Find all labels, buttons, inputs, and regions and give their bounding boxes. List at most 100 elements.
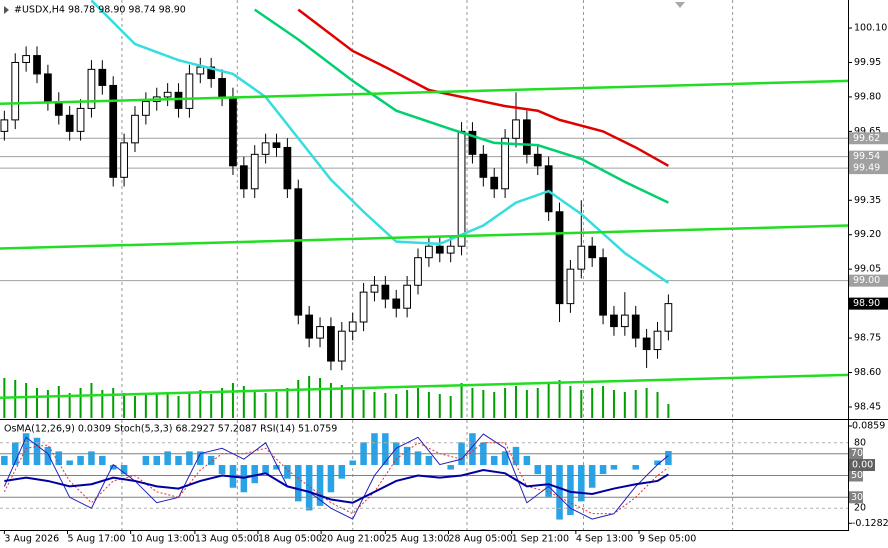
volume-bar bbox=[308, 376, 311, 418]
candle-body bbox=[54, 101, 63, 116]
volume-bar bbox=[329, 383, 332, 418]
x-tick-label: 10 Aug 13:00 bbox=[131, 534, 195, 545]
candle-body bbox=[414, 257, 422, 286]
volume-bar bbox=[340, 385, 343, 418]
volume-bar bbox=[25, 383, 28, 418]
y-tick-label: 98.45 bbox=[854, 401, 881, 412]
volume-bar bbox=[373, 392, 376, 418]
osma-bar bbox=[425, 455, 433, 466]
shift-marker bbox=[675, 2, 685, 8]
candle-body bbox=[392, 298, 401, 309]
osma-bar bbox=[316, 465, 324, 506]
volume-bar bbox=[558, 380, 561, 418]
volume-bar bbox=[667, 404, 670, 418]
candle-body bbox=[316, 326, 324, 339]
volume-bar bbox=[547, 384, 550, 418]
osma-bar bbox=[153, 455, 161, 466]
y-tick-label: 99.05 bbox=[854, 264, 881, 275]
x-tick-label: 20 Aug 21:00 bbox=[321, 534, 385, 545]
osma-bar bbox=[578, 465, 585, 502]
x-tick-label: 9 Sep 05:00 bbox=[639, 534, 696, 545]
osma-bar bbox=[175, 455, 182, 466]
y-tick-label: 100.10 bbox=[854, 23, 887, 34]
chart-title: #USDX,H4 98.78 98.90 98.74 98.90 bbox=[14, 5, 186, 16]
volume-bar bbox=[569, 386, 572, 418]
volume-bar bbox=[36, 388, 39, 418]
level-label: 99.62 bbox=[853, 133, 880, 144]
candle-body bbox=[435, 245, 444, 254]
candle-body bbox=[120, 142, 128, 178]
candle-body bbox=[283, 146, 292, 190]
osma-bar bbox=[349, 460, 356, 466]
volume-bar bbox=[275, 392, 278, 418]
volume-bar bbox=[166, 392, 169, 418]
candle-body bbox=[327, 326, 335, 362]
candle-body bbox=[479, 153, 488, 178]
candle-body bbox=[294, 188, 303, 316]
osma-bar bbox=[164, 451, 171, 466]
y-tick-label: 20 bbox=[854, 503, 866, 514]
volume-bar bbox=[90, 383, 93, 418]
candle-body bbox=[631, 314, 640, 339]
price-plot bbox=[0, 0, 848, 418]
volume-bar bbox=[449, 396, 452, 418]
axes bbox=[0, 0, 888, 531]
symbol-icon bbox=[4, 6, 9, 14]
volume-bar bbox=[438, 394, 441, 418]
volume-bar bbox=[123, 393, 126, 418]
candle-body bbox=[229, 96, 237, 167]
indicator-line bbox=[0, 79, 848, 106]
y-tick-label: 98.75 bbox=[854, 333, 881, 344]
candle-body bbox=[403, 284, 412, 309]
level-box bbox=[849, 132, 888, 145]
candle-body bbox=[446, 245, 455, 254]
candle-body bbox=[196, 66, 205, 75]
candle-body bbox=[65, 114, 74, 132]
volume-bar bbox=[101, 390, 104, 418]
osma-bar bbox=[665, 450, 672, 466]
volume-bar bbox=[623, 392, 626, 418]
candle-body bbox=[522, 119, 531, 155]
volume-bar bbox=[231, 383, 234, 418]
y-tick-label: 98.60 bbox=[854, 367, 881, 378]
candle-body bbox=[0, 119, 9, 132]
volume-bar bbox=[199, 390, 202, 418]
osma-bar bbox=[262, 465, 269, 475]
osma-bar bbox=[556, 465, 563, 520]
osma-bar bbox=[632, 465, 639, 470]
candle-body bbox=[381, 284, 390, 300]
osma-bar bbox=[109, 465, 117, 470]
osma-bar bbox=[77, 455, 84, 466]
volume-bar bbox=[427, 392, 430, 418]
volume-bar bbox=[46, 390, 49, 418]
volume-bar bbox=[656, 392, 659, 418]
y-tick-label: 0.00 bbox=[852, 460, 873, 471]
osma-bar bbox=[197, 451, 204, 466]
zero-box bbox=[849, 459, 875, 472]
candle-body bbox=[533, 153, 542, 167]
candle-body bbox=[588, 245, 597, 259]
volume-bar bbox=[645, 388, 648, 418]
volume-bar bbox=[362, 390, 365, 418]
level-label: 70 bbox=[851, 448, 863, 459]
volume-bar bbox=[471, 388, 474, 418]
volume-bar bbox=[188, 393, 191, 418]
volume-bar bbox=[417, 388, 420, 418]
candle-body bbox=[239, 165, 248, 190]
level-box bbox=[849, 491, 863, 504]
x-tick-label: 3 Aug 2026 bbox=[4, 534, 59, 545]
osma-bar bbox=[1, 455, 8, 466]
volume-bar bbox=[504, 388, 507, 418]
osma-bar bbox=[218, 465, 226, 475]
y-tick-label: 99.35 bbox=[854, 195, 881, 206]
candle-body bbox=[599, 257, 607, 316]
y-tick-label: -0.1282 bbox=[852, 518, 888, 529]
osma-bar bbox=[414, 451, 422, 466]
osma-bar bbox=[567, 465, 574, 516]
candle-body bbox=[512, 119, 520, 139]
osma-bar bbox=[599, 465, 607, 475]
candle-body bbox=[566, 268, 575, 305]
volume-bar bbox=[634, 390, 637, 418]
